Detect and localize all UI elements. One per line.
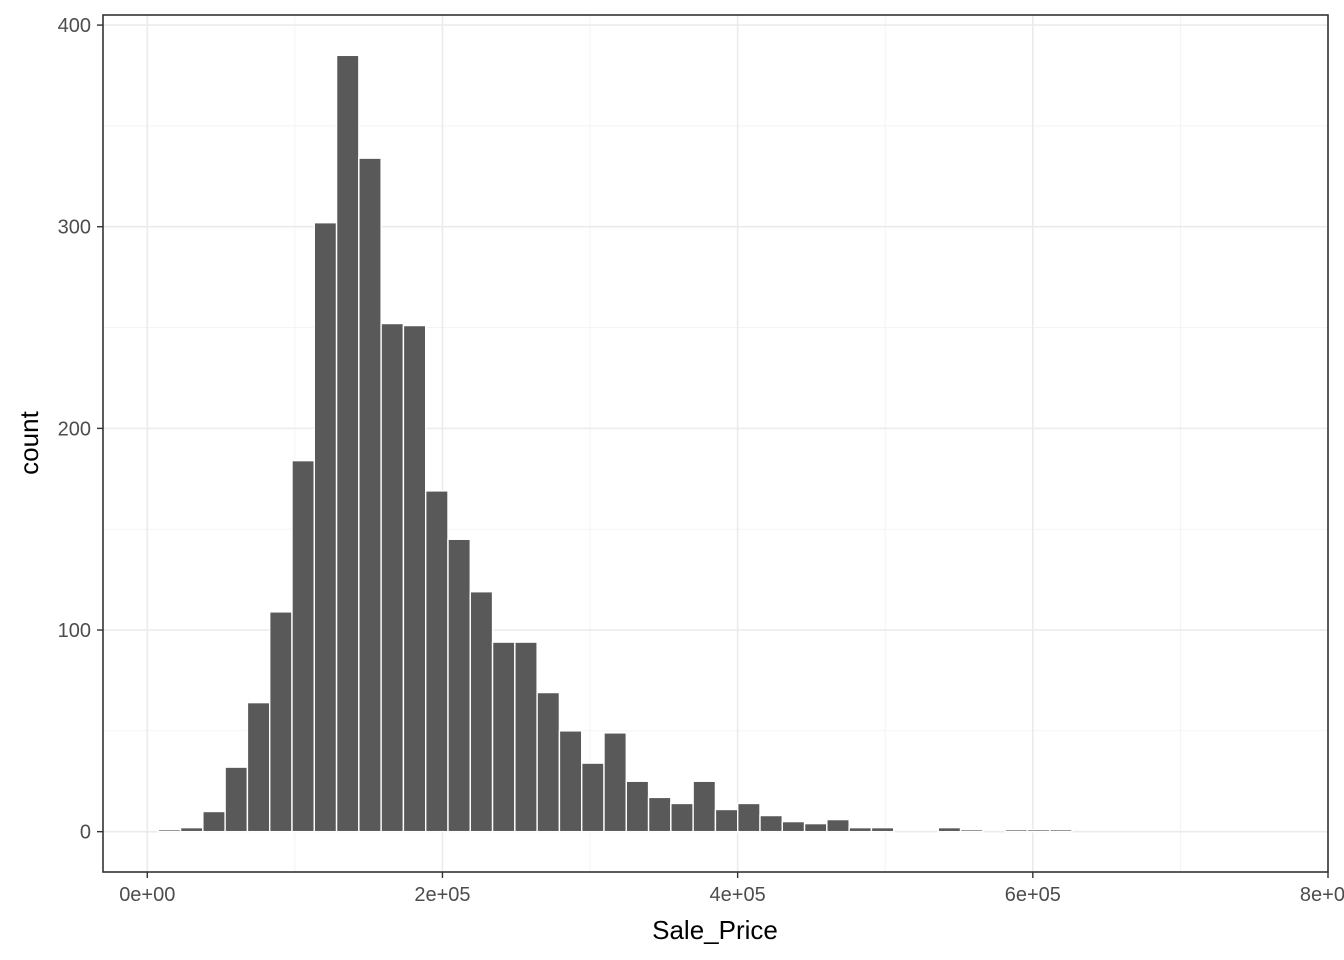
histogram-bar (803, 822, 828, 833)
histogram-bar (625, 780, 650, 833)
histogram-bar (647, 796, 672, 833)
histogram-bar (380, 322, 405, 833)
histogram-bar (1004, 828, 1029, 833)
histogram-bar (246, 701, 271, 833)
histogram-bar (558, 730, 583, 833)
histogram-bar (402, 324, 427, 833)
histogram-bar (447, 538, 471, 833)
histogram-bar (269, 611, 293, 833)
histogram-bar (581, 762, 605, 833)
histogram-bar (1049, 828, 1073, 833)
histogram-bar (670, 802, 694, 833)
histogram-bar (848, 826, 873, 833)
histogram-bar (959, 828, 984, 833)
y-tick-label: 200 (58, 418, 91, 440)
y-tick-label: 300 (58, 217, 91, 239)
histogram-bar (536, 691, 561, 833)
histogram-bar (870, 826, 895, 833)
x-tick-label: 6e+05 (1005, 884, 1061, 906)
histogram-bar (469, 591, 494, 833)
histogram-bar (491, 641, 516, 833)
histogram-bar (781, 820, 806, 833)
histogram-bar (603, 732, 627, 833)
y-tick-label: 400 (58, 15, 91, 37)
x-axis-title: Sale_Price (652, 915, 778, 945)
histogram-bar (1026, 828, 1051, 833)
x-tick-label: 2e+05 (414, 884, 470, 906)
histogram-bar (313, 221, 338, 833)
x-tick-label: 8e+05 (1300, 884, 1344, 906)
histogram-bar (179, 826, 204, 833)
y-tick-label: 100 (58, 620, 91, 642)
y-axis-title: count (14, 410, 44, 474)
x-tick-label: 0e+00 (119, 884, 175, 906)
histogram-bar (358, 157, 382, 833)
histogram-bar (514, 641, 538, 833)
histogram-bar (737, 802, 761, 833)
y-tick-label: 0 (80, 822, 91, 844)
histogram-bars (157, 54, 1073, 833)
histogram-bar (202, 810, 226, 833)
histogram-bar (224, 766, 249, 833)
x-axis-ticks: 0e+00 2e+05 4e+05 6e+05 8e+05 (119, 872, 1344, 906)
histogram-bar (335, 54, 360, 833)
panel-border (102, 14, 1329, 873)
histogram-bar (759, 814, 783, 833)
histogram-bar (714, 808, 739, 833)
histogram-bar (826, 818, 850, 833)
histogram-bar (425, 490, 449, 833)
histogram-bar (291, 459, 315, 833)
histogram-bar (692, 780, 717, 833)
histogram-bar (157, 828, 182, 833)
y-axis-ticks: 0 100 200 300 400 (58, 15, 103, 844)
histogram-bar (937, 826, 962, 833)
x-tick-label: 4e+05 (710, 884, 766, 906)
